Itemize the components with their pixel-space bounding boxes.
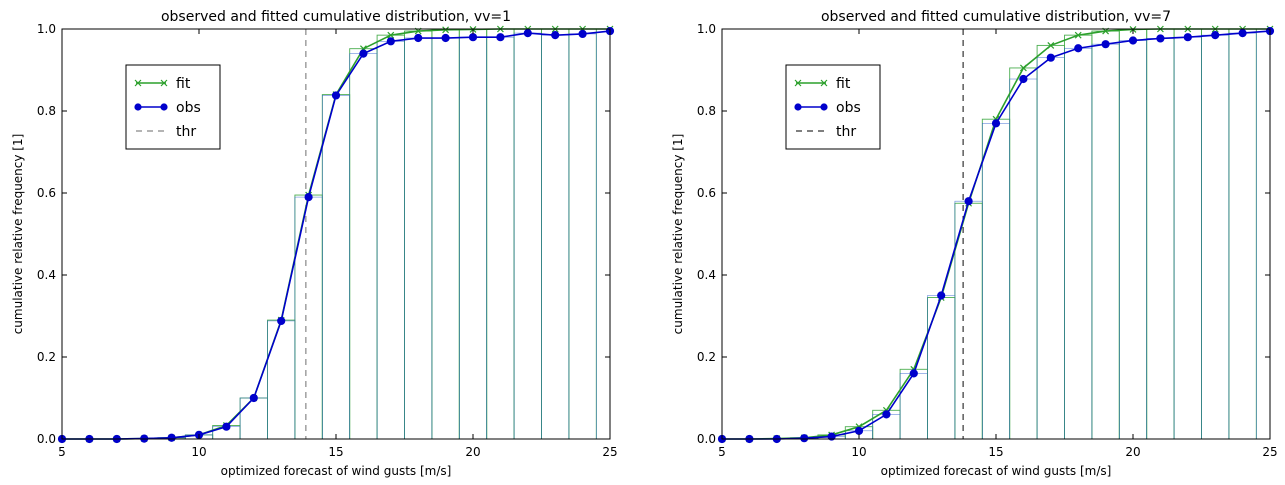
obs-point bbox=[386, 37, 395, 46]
y-tick-label: 1.0 bbox=[37, 22, 56, 36]
obs-point bbox=[277, 316, 286, 326]
obs-point bbox=[937, 291, 946, 300]
legend-fit-marker bbox=[794, 79, 802, 87]
legend-thr-label: thr bbox=[176, 124, 196, 140]
obs-point bbox=[1183, 33, 1192, 42]
legend-obs-marker bbox=[134, 103, 142, 111]
obs-point bbox=[249, 393, 258, 403]
legend-fit-label: fit bbox=[176, 76, 191, 92]
obs-point bbox=[578, 29, 587, 39]
x-tick-label: 10 bbox=[191, 445, 206, 459]
y-axis-label: cumulative relative frequency [1] bbox=[11, 134, 25, 335]
obs-point bbox=[441, 33, 450, 43]
legend-obs-label: obs bbox=[836, 100, 861, 116]
obs-point bbox=[551, 31, 560, 40]
x-tick-label: 25 bbox=[602, 445, 617, 459]
fit-point bbox=[1074, 31, 1082, 39]
obs-point bbox=[1074, 44, 1083, 53]
x-axis-label: optimized forecast of wind gusts [m/s] bbox=[881, 464, 1112, 478]
legend: fit obs thr bbox=[125, 64, 221, 150]
obs-point bbox=[222, 422, 231, 431]
x-axis-label: optimized forecast of wind gusts [m/s] bbox=[221, 464, 452, 478]
y-tick-label: 0.0 bbox=[697, 432, 716, 446]
legend: fit obs thr bbox=[785, 64, 881, 150]
fit-point bbox=[1019, 64, 1027, 72]
y-axis-label: cumulative relative frequency [1] bbox=[671, 134, 685, 335]
obs-point bbox=[468, 33, 478, 42]
x-tick-label: 25 bbox=[1262, 445, 1277, 459]
fit-point bbox=[387, 31, 395, 39]
obs-point bbox=[991, 119, 1001, 128]
legend-fit-marker bbox=[160, 79, 168, 87]
obs-point bbox=[800, 434, 809, 443]
obs-point bbox=[854, 426, 864, 435]
x-tick-label: 20 bbox=[465, 445, 480, 459]
obs-point bbox=[1019, 74, 1028, 84]
chart-title: observed and fitted cumulative distribut… bbox=[161, 9, 511, 25]
obs-point bbox=[414, 33, 423, 43]
fit-point bbox=[442, 26, 450, 34]
obs-point bbox=[167, 433, 176, 442]
legend-obs-label: obs bbox=[176, 100, 201, 116]
obs-point bbox=[1128, 36, 1138, 45]
legend-thr-label: thr bbox=[836, 124, 856, 140]
obs-point bbox=[964, 197, 973, 206]
x-tick-label: 5 bbox=[58, 445, 66, 459]
obs-point bbox=[523, 28, 532, 38]
legend-fit-marker bbox=[820, 79, 828, 87]
legend-obs-marker bbox=[160, 103, 168, 111]
obs-point bbox=[827, 432, 836, 441]
legend-obs-marker bbox=[794, 103, 802, 111]
y-tick-label: 0.2 bbox=[37, 350, 56, 364]
y-tick-label: 0.8 bbox=[37, 104, 56, 118]
y-tick-label: 0.2 bbox=[697, 350, 716, 364]
x-tick-label: 20 bbox=[1125, 445, 1140, 459]
obs-point bbox=[1101, 40, 1110, 49]
obs-point bbox=[1211, 31, 1220, 40]
chart-title: observed and fitted cumulative distribut… bbox=[821, 9, 1171, 25]
obs-point bbox=[1238, 28, 1247, 38]
x-tick-label: 15 bbox=[328, 445, 343, 459]
obs-point bbox=[1156, 34, 1165, 43]
y-tick-label: 0.8 bbox=[697, 104, 716, 118]
chart-panel-1: 5 10 15 20 25 0.0 0.2 0.4 0.6 0.8 1.0 observed and … bbox=[11, 9, 618, 478]
fit-point bbox=[1047, 41, 1055, 49]
x-tick-label: 10 bbox=[851, 445, 866, 459]
obs-point bbox=[331, 91, 341, 100]
y-tick-label: 0.0 bbox=[37, 432, 56, 446]
obs-point bbox=[496, 33, 505, 42]
y-tick-label: 0.6 bbox=[37, 186, 56, 200]
chart-panel-2: 5 10 15 20 25 0.0 0.2 0.4 0.6 0.8 1.0 observed and … bbox=[671, 9, 1278, 478]
obs-point bbox=[359, 49, 368, 58]
obs-point bbox=[1046, 53, 1055, 62]
y-tick-label: 0.4 bbox=[37, 268, 56, 282]
obs-point bbox=[882, 410, 891, 419]
y-tick-label: 1.0 bbox=[697, 22, 716, 36]
legend-obs-marker bbox=[820, 103, 828, 111]
legend-fit-marker bbox=[134, 79, 142, 87]
y-tick-label: 0.6 bbox=[697, 186, 716, 200]
x-tick-label: 15 bbox=[988, 445, 1003, 459]
legend-fit-label: fit bbox=[836, 76, 851, 92]
x-tick-label: 5 bbox=[718, 445, 726, 459]
obs-point bbox=[304, 193, 313, 202]
obs-point bbox=[909, 369, 918, 378]
y-tick-label: 0.4 bbox=[697, 268, 716, 282]
